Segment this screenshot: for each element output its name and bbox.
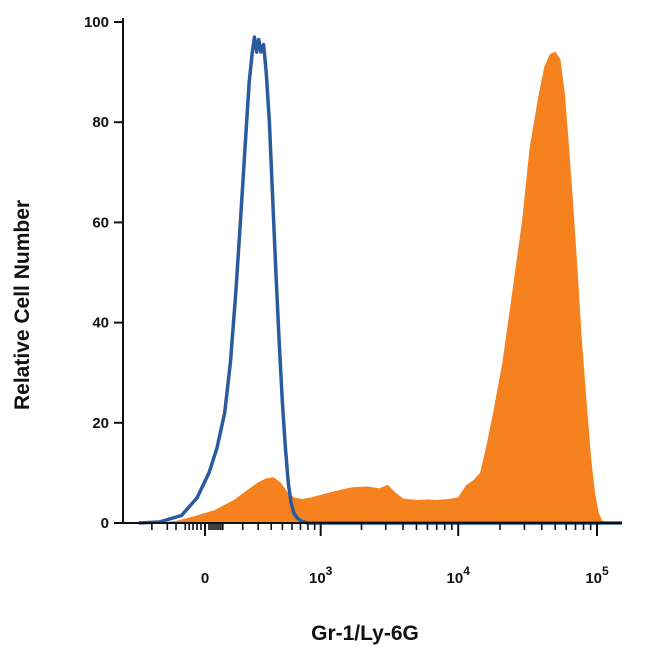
- x-tick-label: 105: [585, 564, 609, 587]
- axes-layer: [122, 18, 622, 524]
- y-tick-label: 40: [92, 315, 109, 332]
- x-axis-title: Gr-1/Ly-6G: [311, 622, 419, 645]
- x-tick-label: 103: [309, 564, 333, 587]
- y-axis-title: Relative Cell Number: [11, 200, 34, 410]
- y-tick-label: 80: [92, 114, 109, 131]
- x-tick-label: 0: [201, 570, 209, 587]
- x-tick-label: 104: [447, 564, 471, 587]
- tick-layer: 0 20 40 60 80 100 0 103 104 105: [84, 14, 609, 587]
- series-layer: [138, 35, 622, 525]
- isotype-histogram-line: [138, 35, 622, 525]
- y-tick-label: 0: [101, 515, 109, 532]
- y-tick-label: 60: [92, 214, 109, 231]
- stained-histogram-area: [138, 51, 622, 524]
- y-tick-label: 100: [84, 14, 109, 31]
- y-tick-label: 20: [92, 415, 109, 432]
